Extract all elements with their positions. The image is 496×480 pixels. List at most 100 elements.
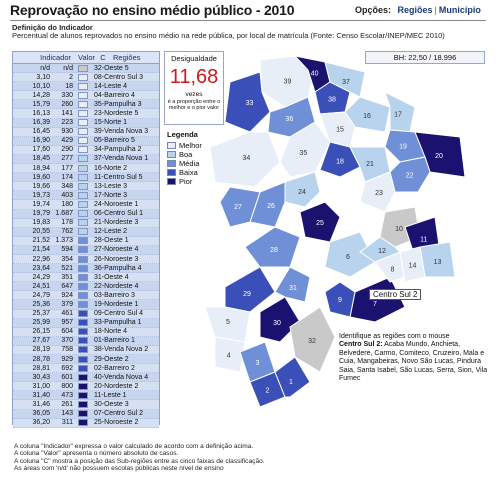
table-row[interactable]: 23,64 521 36-Pampulha 4 [13,264,159,274]
option-municipality-link[interactable]: Município [438,5,481,15]
map-region-28[interactable] [244,226,301,268]
map-region-30[interactable] [259,296,301,343]
map-region-25[interactable] [299,201,341,243]
cell-indicator: 21,54 [32,246,50,254]
table-row[interactable]: 36,20 311 25-Noroeste 2 [13,418,159,428]
col-value[interactable]: Valor [78,53,95,62]
cell-value: 601 [61,373,73,381]
table-row[interactable]: 19,66 348 13-Leste 3 [13,182,159,192]
cell-region: 06-Centro Sul 1 [94,210,144,218]
class-swatch [78,146,88,154]
cell-value: 260 [61,100,73,108]
col-indicator[interactable]: Indicador [40,53,71,62]
map-region-6[interactable] [324,231,376,278]
table-row[interactable]: 10,10 18 14-Leste 4 [13,82,159,92]
map-region-number: 6 [346,254,350,261]
table-row[interactable]: 19,79 1.687 06-Centro Sul 1 [13,210,159,219]
table-row[interactable]: 24,51 647 22-Nordeste 4 [13,282,159,292]
info-neighborhoods: Acaba Mundo, Anchieta, Belvedere, Carmo,… [339,341,488,383]
class-swatch [78,264,88,272]
table-row[interactable]: 31,46 261 30-Oeste 3 [13,400,159,410]
map-region-number: 17 [394,112,402,119]
table-row[interactable]: 21,52 1.373 28-Oeste 1 [13,236,159,246]
table-row[interactable]: 16,39 223 15-Norte 1 [13,119,159,128]
cell-value: n/d [63,64,73,72]
map-region-27[interactable] [219,186,261,228]
map-region-number: 7 [373,301,377,308]
class-swatch [78,373,88,381]
cell-region: 37-Venda Nova 1 [94,155,149,163]
table-row[interactable]: 19,83 178 21-Nordeste 3 [13,218,159,228]
table-row[interactable]: 15,79 260 35-Pampulha 3 [13,100,159,110]
map-region-18[interactable] [319,141,361,178]
table-row[interactable]: 31,40 473 11-Leste 1 [13,391,159,401]
table-row[interactable]: 28,81 692 02-Barreiro 2 [13,364,159,374]
class-swatch [78,391,88,399]
map-region-14[interactable] [399,246,426,283]
class-swatch [78,255,88,263]
cell-value: 311 [61,419,73,427]
table-row[interactable]: 21,54 594 27-Noroeste 4 [13,246,159,255]
info-region: Centro Sul 2: [339,341,383,349]
table-row[interactable]: 25,99 957 33-Pampulha 1 [13,319,159,328]
map-region-number: 20 [435,153,443,160]
map-region-number: 15 [336,126,344,133]
table-row[interactable]: 28,78 929 29-Oeste 2 [13,355,159,365]
col-class[interactable]: C [100,53,106,62]
map-region-16[interactable] [344,96,391,133]
table-row[interactable]: 24,29 351 31-Oeste 4 [13,273,159,283]
table-row[interactable]: 25,37 461 09-Centro Sul 4 [13,309,159,319]
table-row[interactable]: 31,00 800 20-Nordeste 2 [13,382,159,392]
table-row[interactable]: 16,90 429 05-Barreiro 5 [13,137,159,146]
cell-indicator: 27,67 [32,337,50,345]
col-regions[interactable]: Regiões [113,53,141,62]
class-swatch [78,82,88,90]
table-row[interactable]: 14,28 330 04-Barreiro 4 [13,91,159,101]
map-region-31[interactable] [274,266,311,303]
cell-value: 924 [61,291,73,299]
table-row[interactable]: 28,19 758 38-Venda Nova 2 [13,345,159,355]
table-row[interactable]: 24,79 924 03-Barreiro 3 [13,291,159,301]
class-swatch [78,291,88,299]
map-region-12[interactable] [359,236,401,263]
table-row[interactable]: 30,43 601 40-Venda Nova 4 [13,373,159,383]
cell-indicator: 19,66 [32,182,50,190]
table-row[interactable]: 36,05 143 07-Centro Sul 2 [13,410,159,419]
table-row[interactable]: 16,13 141 23-Nordeste 5 [13,109,159,119]
map-region-29[interactable] [224,266,276,313]
table-header: Indicador Valor C Regiões [13,52,159,64]
map-region-38[interactable] [314,81,351,115]
table-row[interactable]: 27,67 370 01-Barreiro 1 [13,337,159,346]
table-row[interactable]: 19,73 403 17-Norte 3 [13,191,159,201]
table-row[interactable]: 20,55 762 12-Leste 2 [13,228,159,237]
cell-region: 18-Norte 4 [94,328,128,336]
map-region-20[interactable] [414,131,466,178]
table-row[interactable]: 17,60 290 34-Pampulha 2 [13,145,159,155]
map-region-number: 3 [256,360,260,367]
map-region-1[interactable] [274,356,311,398]
map-region-number: 23 [375,190,383,197]
table-row[interactable]: 25,36 379 19-Nordeste 1 [13,300,159,310]
map-region-23[interactable] [359,171,396,213]
table-row[interactable]: 18,45 277 37-Venda Nova 1 [13,155,159,165]
map-region-9[interactable] [324,281,356,318]
table-row[interactable]: 3,10 2 08-Centro Sul 3 [13,73,159,83]
table-row[interactable]: 22,96 354 26-Noroeste 3 [13,254,159,265]
map-region-32[interactable] [289,306,336,373]
cell-value: 461 [61,310,73,318]
cell-indicator: 19,79 [32,210,50,218]
map-region-number: 22 [406,173,414,180]
map-region-37[interactable] [324,61,366,98]
map-region-number: 38 [328,96,336,103]
map-region-5[interactable] [204,306,251,343]
option-regions-link[interactable]: Regiões [397,5,433,15]
table-row[interactable]: 18,94 177 16-Norte 2 [13,164,159,174]
table-body: n/d n/d 32-Oeste 5 3,10 2 08-Centro Sul 3 10,1… [13,64,159,428]
table-row[interactable]: 19,74 180 24-Noroeste 1 [13,200,159,210]
legend-item: Melhor [167,141,202,150]
map-region-4[interactable] [214,336,246,373]
table-row[interactable]: n/d n/d 32-Oeste 5 [13,64,159,74]
table-row[interactable]: 16,45 930 39-Venda Nova 3 [13,127,159,137]
table-row[interactable]: 26,15 604 18-Norte 4 [13,327,159,337]
table-row[interactable]: 19,60 174 11-Centro Sul 5 [13,173,159,183]
